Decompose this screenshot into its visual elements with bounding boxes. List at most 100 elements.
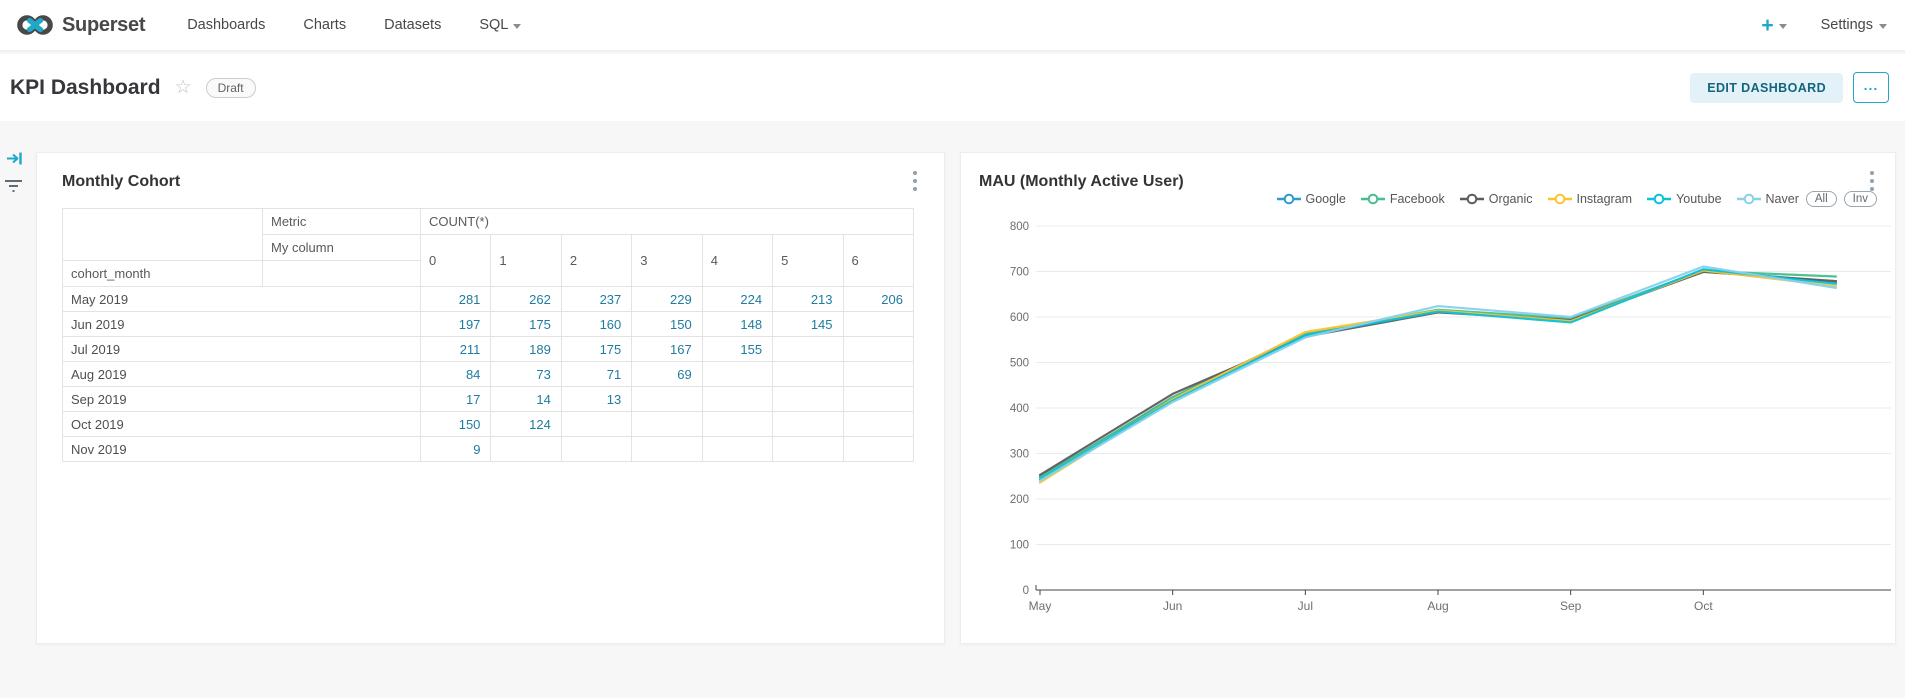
- legend-label: Naver: [1765, 192, 1799, 206]
- legend-item-facebook[interactable]: Facebook: [1360, 192, 1445, 206]
- y-axis-tick-label: 500: [1010, 358, 1029, 370]
- monthly-cohort-card: Monthly Cohort Metric COUNT(*) My column 0 1…: [36, 152, 945, 644]
- cohort-value-cell: 224: [701, 286, 774, 312]
- legend-item-youtube[interactable]: Youtube: [1647, 192, 1722, 206]
- cohort-value-cell: 84: [419, 361, 492, 387]
- cohort-value-cell: [631, 386, 703, 412]
- cohort-value-cell: 160: [560, 311, 633, 337]
- top-navbar: Superset Dashboards Charts Datasets SQL + S…: [0, 0, 1905, 52]
- cohort-value-cell: [772, 361, 844, 387]
- favorite-star-icon[interactable]: ☆: [174, 77, 192, 98]
- table-row: Jul 2019 211 189 175 167 155: [62, 336, 915, 362]
- pivot-row-dimension-label: cohort_month: [62, 260, 263, 287]
- superset-logo[interactable]: Superset: [16, 12, 145, 38]
- table-row: May 2019 281 262 237 229 224 213 206: [62, 286, 915, 312]
- superset-infinity-icon: [17, 15, 53, 35]
- new-item-button[interactable]: +: [1761, 15, 1787, 36]
- cohort-value-cell: 150: [631, 311, 703, 337]
- chevron-down-icon: [1778, 23, 1787, 29]
- mau-line-chart: 0 100 200 300 400 500 600 700 800 May Jun Jul Aug Sep…: [1010, 221, 1891, 613]
- nav-item-sql[interactable]: SQL: [479, 17, 522, 33]
- nav-item-label: SQL: [479, 17, 509, 33]
- nav-item-charts[interactable]: Charts: [303, 17, 346, 33]
- legend-label: Google: [1305, 192, 1346, 206]
- draft-status-badge: Draft: [205, 77, 256, 98]
- pivot-period-header: 6: [842, 234, 915, 287]
- nav-item-datasets[interactable]: Datasets: [384, 17, 441, 33]
- more-options-button[interactable]: ...: [1853, 72, 1889, 103]
- legend-item-instagram[interactable]: Instagram: [1547, 192, 1633, 206]
- cohort-month-cell: Nov 2019: [62, 436, 421, 462]
- cohort-value-cell: 155: [701, 336, 774, 362]
- edit-dashboard-button[interactable]: EDIT DASHBOARD: [1690, 72, 1843, 103]
- chart-line-google: [1038, 269, 1838, 478]
- legend-item-google[interactable]: Google: [1276, 192, 1346, 206]
- settings-menu-button[interactable]: Settings: [1821, 17, 1887, 33]
- legend-label: Youtube: [1676, 192, 1722, 206]
- header-actions: EDIT DASHBOARD ...: [1690, 72, 1895, 103]
- cohort-value-cell: [842, 361, 915, 387]
- pivot-period-header: 1: [490, 234, 562, 287]
- x-axis-tick-label: Oct: [1694, 599, 1713, 613]
- y-axis-tick-label: 600: [1010, 312, 1029, 324]
- cohort-card-menu-button[interactable]: [906, 169, 924, 193]
- y-axis-tick-label: 300: [1010, 449, 1029, 461]
- pivot-corner-cell: [62, 208, 263, 261]
- expand-filter-bar-icon[interactable]: [6, 150, 23, 167]
- cohort-month-cell: Sep 2019: [62, 386, 421, 412]
- legend-line-circle-icon: [1459, 193, 1484, 205]
- cohort-pivot-table: Metric COUNT(*) My column 0 1 2 3 4 5 6 cohort_mon…: [62, 208, 915, 462]
- y-axis-tick-label: 800: [1010, 221, 1029, 233]
- pivot-period-header: 3: [631, 234, 703, 287]
- cohort-value-cell: 69: [631, 361, 703, 387]
- settings-label: Settings: [1820, 17, 1873, 33]
- legend-item-naver[interactable]: Naver: [1736, 192, 1799, 206]
- table-row: Jun 2019 197 175 160 150 148 145: [62, 311, 915, 337]
- chart-line-naver: [1038, 265, 1838, 482]
- y-axis-tick-label: 700: [1010, 267, 1029, 279]
- legend-label: Instagram: [1576, 192, 1633, 206]
- mau-chart-legend: Google Facebook Organic Instagram Youtube Nav…: [1276, 191, 1877, 207]
- page-title: KPI Dashboard: [10, 75, 161, 99]
- main-nav-menu: Dashboards Charts Datasets SQL: [187, 17, 522, 33]
- mau-card-menu-button[interactable]: [1863, 169, 1881, 193]
- dashboard-header: KPI Dashboard ☆ Draft EDIT DASHBOARD ...: [0, 54, 1905, 121]
- table-row: Aug 2019 84 73 71 69: [62, 361, 915, 387]
- pivot-period-header: 5: [772, 234, 844, 287]
- nav-item-label: Charts: [303, 17, 347, 33]
- cohort-value-cell: 14: [490, 386, 562, 412]
- cohort-value-cell: [701, 361, 774, 387]
- cohort-value-cell: [701, 411, 774, 437]
- legend-inv-button[interactable]: Inv: [1843, 191, 1877, 207]
- pivot-period-header: 0: [419, 234, 492, 287]
- cohort-pivot-table-wrap: Metric COUNT(*) My column 0 1 2 3 4 5 6 cohort_mon…: [62, 208, 915, 462]
- legend-all-button[interactable]: All: [1805, 191, 1837, 207]
- cohort-value-cell: 150: [419, 411, 492, 437]
- x-axis-tick-label: Aug: [1427, 599, 1448, 613]
- legend-item-organic[interactable]: Organic: [1459, 192, 1533, 206]
- table-row: Oct 2019 150 124: [62, 411, 915, 437]
- cohort-value-cell: [490, 436, 562, 462]
- cohort-month-cell: Jul 2019: [62, 336, 421, 362]
- nav-item-dashboards[interactable]: Dashboards: [187, 17, 265, 33]
- cohort-card-title: Monthly Cohort: [62, 173, 181, 190]
- legend-label: Facebook: [1389, 192, 1445, 206]
- chart-line-instagram: [1038, 269, 1838, 484]
- cohort-month-cell: Oct 2019: [62, 411, 421, 437]
- legend-line-circle-icon: [1276, 193, 1301, 205]
- navbar-right: + Settings: [1761, 15, 1887, 36]
- cohort-value-cell: 9: [419, 436, 492, 462]
- legend-line-circle-icon: [1547, 193, 1572, 205]
- pivot-period-header: 4: [701, 234, 774, 287]
- cohort-value-cell: [631, 411, 703, 437]
- pivot-metric-header: Metric: [262, 208, 421, 235]
- cohort-value-cell: [631, 436, 703, 462]
- cohort-value-cell: [842, 336, 915, 362]
- y-axis-tick-label: 200: [1010, 494, 1029, 506]
- legend-line-circle-icon: [1360, 193, 1385, 205]
- cohort-value-cell: 175: [490, 311, 562, 337]
- chevron-down-icon: [513, 23, 522, 29]
- filter-icon[interactable]: [4, 178, 23, 194]
- cohort-value-cell: [772, 336, 844, 362]
